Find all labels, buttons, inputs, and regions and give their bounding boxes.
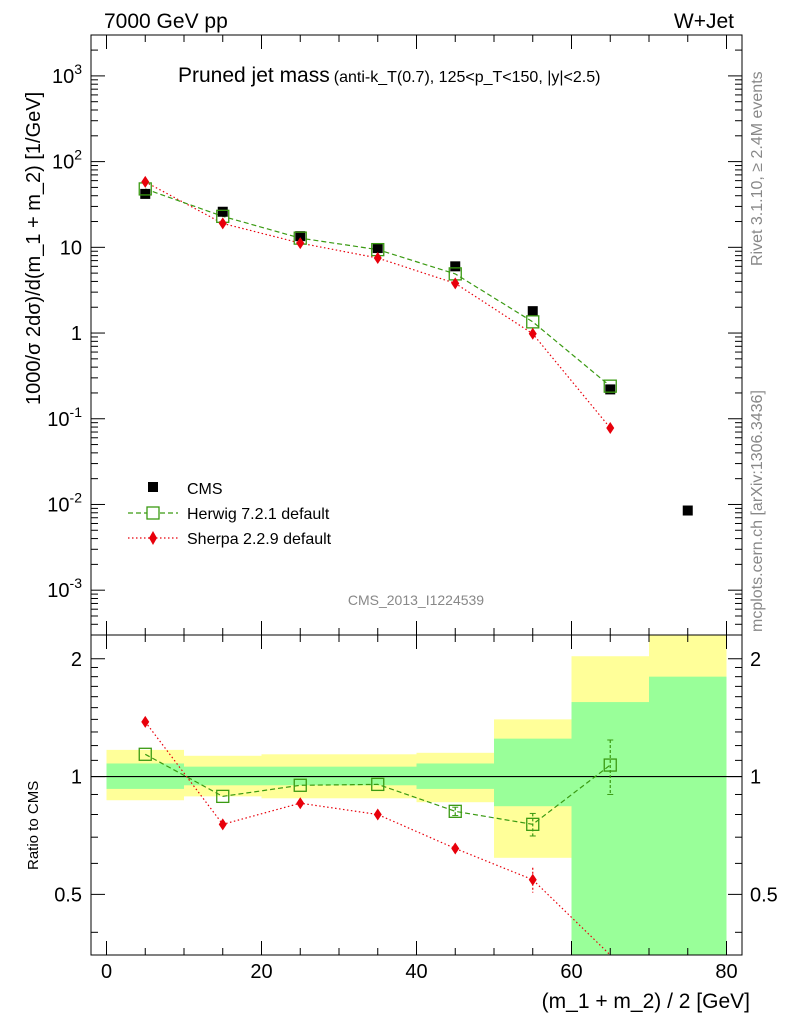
x-tick-label: 60 [560,961,582,983]
y-tick-label: 10-1 [47,404,82,431]
band-green [649,676,727,955]
sherpa-point [141,175,150,188]
y-tick-label: 10-2 [47,489,82,516]
header-left: 7000 GeV pp [104,10,228,33]
legend-label-herwig: Herwig 7.2.1 default [187,506,330,523]
legend-label-cms: CMS [187,481,223,498]
cms-data-point [527,306,538,317]
herwig-ratio-point [371,777,385,792]
ratio-series-layer [138,715,617,956]
sherpa-ratio-point [141,715,150,728]
cms-data-point [295,231,306,242]
legend-marker-herwig [146,506,160,520]
sherpa-ratio-point [218,818,227,831]
herwig-ratio-point [603,758,617,772]
cms-data-point [140,188,151,199]
cms-data-point [682,505,693,516]
x-tick-label: 40 [405,961,427,983]
cms-data-point [605,384,616,395]
herwig-point [603,379,617,393]
sherpa-point [528,327,537,340]
legend: CMS Herwig 7.2.1 default Sherpa 2.2.9 de… [128,481,332,548]
ratio-y-tick-label: 0.5 [54,884,82,906]
y-tick-label: 103 [52,61,82,88]
herwig-ratio-point [526,817,540,831]
legend-marker-sherpa [149,531,157,545]
y-tick-label: 10 [60,237,82,259]
y-axis-label-main: 1000/σ 2dσ)/d(m_1 + m_2) [1/GeV] [23,92,45,405]
herwig-line [145,188,611,387]
legend-label-sherpa: Sherpa 2.2.9 default [187,531,332,548]
main-series-layer [138,175,693,516]
herwig-ratio-point [293,778,307,792]
x-tick-label: 20 [250,961,272,983]
x-tick-label: 80 [715,961,737,983]
band-green [494,738,572,807]
main-axis-ticks: 10-3 10-2 10-1 1 10 102 103 [47,34,742,636]
chart-title: Pruned jet mass (anti-k_T(0.7), 125<p_T<1… [178,64,600,87]
chart-title-sub: (anti-k_T(0.7), 125<p_T<150, |y|<2.5) [334,69,601,86]
sherpa-point [373,252,382,265]
sherpa-ratio-point [528,873,537,886]
ratio-uncertainty-bands [106,635,727,955]
sherpa-ratio-point [296,797,305,810]
sherpa-point [296,237,305,250]
herwig-ratio-point [448,804,462,818]
sherpa-point [451,277,460,290]
y-tick-label: 10-3 [47,575,82,602]
x-tick-label: 0 [101,961,112,983]
cms-data-point [450,261,461,272]
herwig-ratio-point [138,747,152,761]
side-label-top: Rivet 3.1.10, ≥ 2.4M events [749,71,766,266]
ratio-y-tick-label-right: 0.5 [750,884,778,906]
analysis-watermark: CMS_2013_I1224539 [348,592,484,608]
side-label-bottom: mcplots.cern.ch [arXiv:1306.3436] [749,390,766,632]
header-right: W+Jet [674,10,734,33]
cms-data-point [372,243,383,254]
ratio-y-tick-label: 2 [71,649,82,671]
sherpa-point [218,217,227,230]
ratio-axis-ticks: 0.5 0.51 12 20 20 40 60 80 [54,635,778,983]
band-green [571,702,649,955]
ratio-y-tick-label-right: 1 [750,767,761,789]
sherpa-ratio-point [451,842,460,855]
y-axis-label-ratio: Ratio to CMS [25,781,42,870]
cms-data-point [217,206,228,217]
sherpa-point [606,422,615,435]
sherpa-line [144,181,611,429]
ratio-y-tick-label-right: 2 [750,649,761,671]
herwig-ratio-point [216,789,230,804]
legend-marker-cms [148,482,158,492]
y-tick-label: 102 [52,147,82,174]
sherpa-ratio-point [373,808,382,821]
ratio-y-tick-label: 1 [71,767,82,789]
y-tick-label: 1 [71,323,82,345]
x-axis-label: (m_1 + m_2) / 2 [GeV] [542,990,750,1013]
chart-title-main: Pruned jet mass [178,64,330,87]
